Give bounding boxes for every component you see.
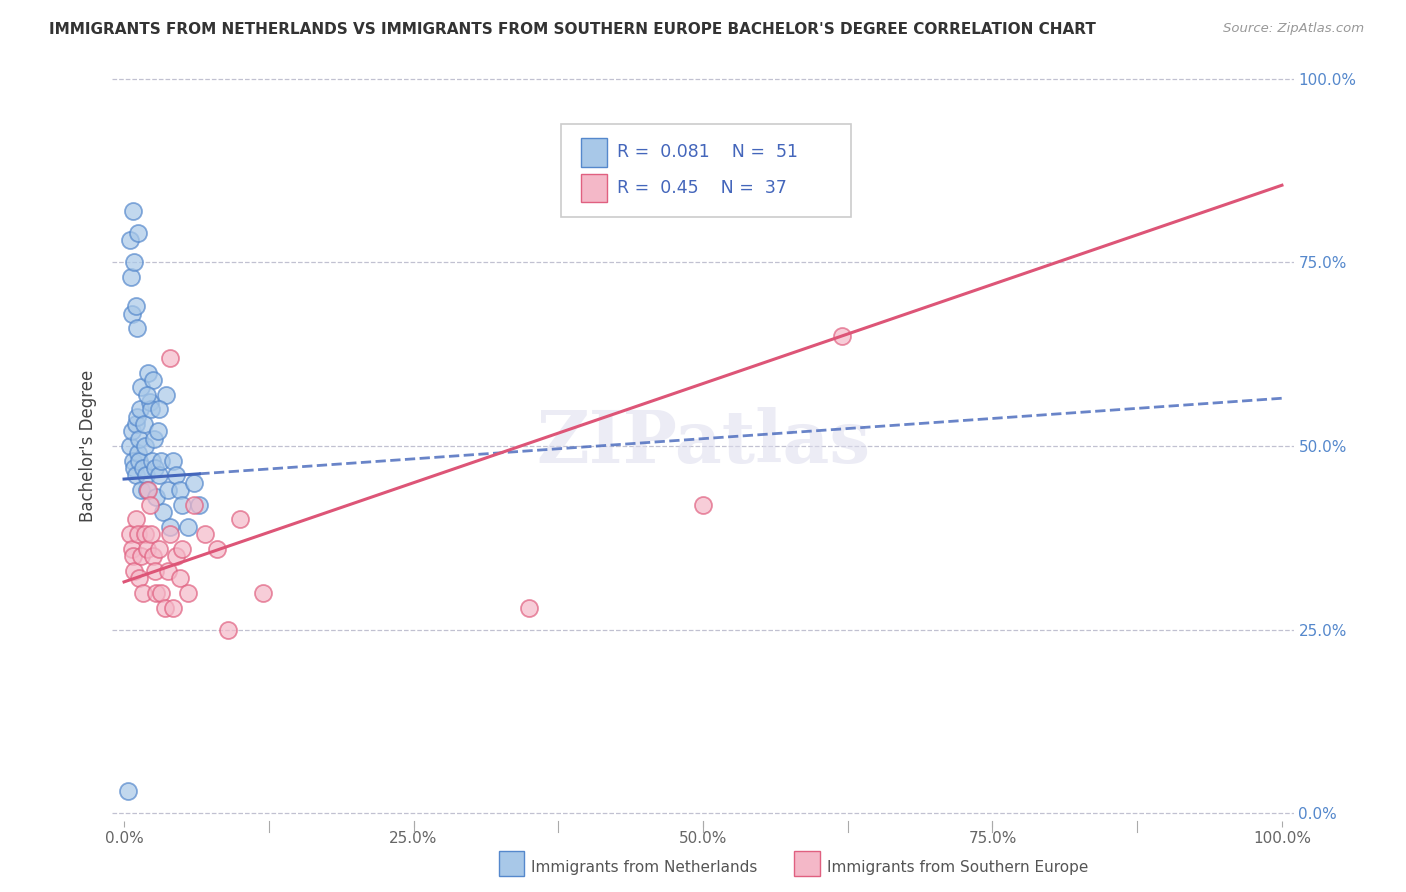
Point bbox=[517, 600, 540, 615]
Point bbox=[124, 512, 146, 526]
Point bbox=[831, 328, 853, 343]
Point bbox=[124, 468, 146, 483]
Point bbox=[124, 255, 146, 269]
Point bbox=[169, 483, 191, 497]
Point bbox=[128, 453, 150, 467]
Point bbox=[136, 541, 159, 556]
Point bbox=[152, 505, 174, 519]
Point bbox=[162, 453, 184, 467]
Text: IMMIGRANTS FROM NETHERLANDS VS IMMIGRANTS FROM SOUTHERN EUROPE BACHELOR'S DEGREE: IMMIGRANTS FROM NETHERLANDS VS IMMIGRANT… bbox=[49, 22, 1097, 37]
Point bbox=[183, 498, 205, 512]
Point bbox=[122, 549, 145, 564]
Point bbox=[135, 468, 157, 483]
Point bbox=[150, 453, 173, 467]
Point bbox=[129, 402, 152, 417]
Point bbox=[131, 461, 153, 475]
Point bbox=[148, 402, 170, 417]
Point bbox=[124, 564, 146, 578]
Point bbox=[138, 366, 160, 380]
Point bbox=[142, 549, 165, 564]
Text: Immigrants from Southern Europe: Immigrants from Southern Europe bbox=[827, 861, 1088, 875]
Point bbox=[131, 380, 153, 394]
Point bbox=[139, 527, 162, 541]
Point bbox=[157, 564, 180, 578]
Text: R =  0.081    N =  51: R = 0.081 N = 51 bbox=[617, 144, 797, 161]
Point bbox=[159, 520, 181, 534]
Point bbox=[165, 549, 187, 564]
Point bbox=[157, 483, 180, 497]
Point bbox=[146, 425, 169, 439]
Point bbox=[142, 373, 165, 387]
Point bbox=[162, 600, 184, 615]
Point bbox=[188, 498, 211, 512]
Point bbox=[138, 483, 160, 497]
Point bbox=[122, 453, 145, 467]
Point bbox=[127, 446, 149, 460]
Point bbox=[124, 417, 146, 431]
Point bbox=[169, 571, 191, 585]
Point bbox=[120, 270, 142, 285]
Point bbox=[118, 233, 141, 247]
Point bbox=[122, 203, 145, 218]
Point bbox=[165, 468, 187, 483]
Point bbox=[131, 586, 153, 600]
Point bbox=[159, 527, 181, 541]
Point bbox=[127, 226, 149, 240]
Point bbox=[150, 586, 173, 600]
Point bbox=[136, 483, 159, 497]
Point bbox=[159, 351, 181, 365]
Point bbox=[170, 498, 193, 512]
Point bbox=[194, 527, 217, 541]
Y-axis label: Bachelor's Degree: Bachelor's Degree bbox=[79, 370, 97, 522]
Point bbox=[252, 586, 274, 600]
Point bbox=[127, 527, 149, 541]
Point bbox=[125, 409, 148, 424]
Bar bbox=[581, 138, 607, 167]
Point bbox=[141, 453, 163, 467]
Point bbox=[136, 387, 159, 401]
Point bbox=[177, 586, 200, 600]
Point bbox=[143, 461, 166, 475]
Point bbox=[128, 432, 150, 446]
Point bbox=[128, 571, 150, 585]
Point bbox=[145, 586, 167, 600]
Text: Immigrants from Netherlands: Immigrants from Netherlands bbox=[531, 861, 758, 875]
Point bbox=[118, 527, 141, 541]
Point bbox=[143, 432, 166, 446]
Point bbox=[229, 512, 252, 526]
Point bbox=[139, 402, 162, 417]
Point bbox=[132, 417, 155, 431]
Bar bbox=[581, 174, 607, 202]
Point bbox=[118, 439, 141, 453]
Point bbox=[138, 498, 160, 512]
Point bbox=[125, 321, 148, 335]
Point bbox=[148, 468, 170, 483]
Point bbox=[121, 425, 143, 439]
Point bbox=[148, 541, 170, 556]
Point bbox=[145, 491, 167, 505]
Point bbox=[177, 520, 200, 534]
Point bbox=[121, 541, 143, 556]
Point bbox=[124, 461, 146, 475]
Point bbox=[183, 475, 205, 490]
FancyBboxPatch shape bbox=[561, 124, 851, 218]
Point bbox=[155, 387, 177, 401]
Point bbox=[121, 307, 143, 321]
Point bbox=[692, 498, 714, 512]
Point bbox=[205, 541, 228, 556]
Point bbox=[143, 564, 166, 578]
Point bbox=[124, 300, 146, 314]
Point bbox=[153, 600, 176, 615]
Point bbox=[170, 541, 193, 556]
Point bbox=[134, 527, 156, 541]
Point bbox=[138, 395, 160, 409]
Text: ZIPatlas: ZIPatlas bbox=[536, 407, 870, 478]
Point bbox=[117, 784, 139, 798]
Point bbox=[217, 623, 239, 637]
Point bbox=[131, 483, 153, 497]
Text: Source: ZipAtlas.com: Source: ZipAtlas.com bbox=[1223, 22, 1364, 36]
Text: R =  0.45    N =  37: R = 0.45 N = 37 bbox=[617, 179, 787, 197]
Point bbox=[131, 549, 153, 564]
Point bbox=[134, 439, 156, 453]
